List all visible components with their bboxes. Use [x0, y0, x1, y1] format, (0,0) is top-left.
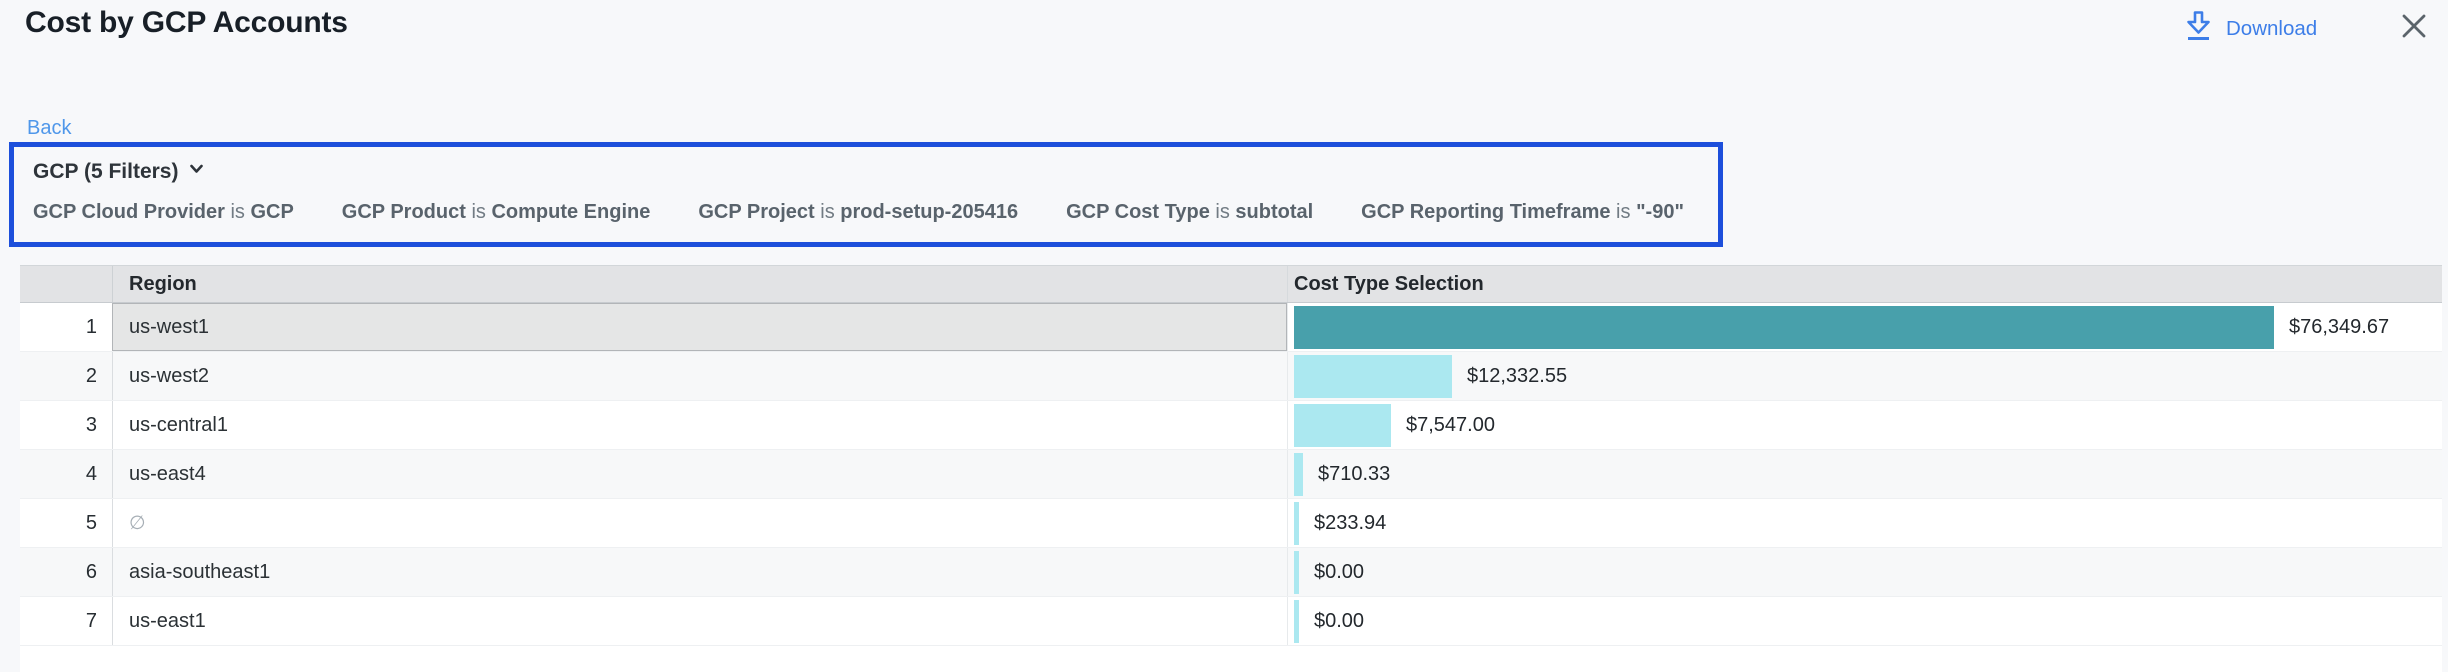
cost-table: Region Cost Type Selection 1 us-west1 $76,… — [20, 265, 2442, 672]
row-number-cell: 7 — [85, 609, 97, 632]
cost-value: $233.94 — [1314, 511, 1387, 534]
null-region-symbol: ∅ — [129, 512, 146, 534]
bar-cell[interactable]: $12,332.55 — [1287, 352, 2442, 400]
table-row: 2 us-west2 $12,332.55 — [20, 352, 2442, 401]
filter-group-toggle[interactable]: GCP (5 Filters) — [33, 159, 206, 184]
cost-value: $710.33 — [1318, 462, 1391, 485]
cost-value: $12,332.55 — [1467, 364, 1568, 387]
close-icon — [2401, 13, 2427, 44]
table-row: 7 us-east1 $0.00 — [20, 597, 2442, 646]
filter-chip-list: GCP Cloud Provider is GCP GCP Product is … — [33, 201, 1702, 224]
bar-cell[interactable]: $76,349.67 — [1287, 303, 2442, 351]
close-button[interactable] — [2398, 12, 2430, 44]
table-header-row: Region Cost Type Selection — [20, 265, 2442, 303]
table-body: 1 us-west1 $76,349.67 2 us-west2 $12,332.55 3 u… — [20, 303, 2442, 646]
page-title: Cost by GCP Accounts — [25, 6, 348, 39]
filter-group-box: GCP (5 Filters) GCP Cloud Provider is GC… — [9, 142, 1723, 247]
chevron-down-icon — [187, 159, 206, 184]
filter-connector: is — [1610, 201, 1637, 223]
filter-chip: GCP Cloud Provider is GCP — [33, 201, 294, 224]
region-cell[interactable]: asia-southeast1 — [112, 548, 1287, 596]
cost-value: $0.00 — [1314, 560, 1365, 583]
download-button[interactable]: Download — [2184, 10, 2317, 48]
cost-bar — [1294, 599, 1299, 643]
cost-bar — [1294, 550, 1299, 594]
table-row: 6 asia-southeast1 $0.00 — [20, 548, 2442, 597]
row-number-column-header — [20, 266, 112, 302]
filter-name: GCP Cost Type — [1066, 201, 1210, 223]
filter-value: prod-setup-205416 — [840, 201, 1019, 223]
cost-bar — [1294, 501, 1299, 545]
table-row: 3 us-central1 $7,547.00 — [20, 401, 2442, 450]
filter-connector: is — [814, 201, 841, 223]
bar-cell[interactable]: $7,547.00 — [1287, 401, 2442, 449]
region-column-header[interactable]: Region — [112, 266, 1287, 302]
row-number-cell: 2 — [85, 364, 97, 387]
cost-value: $0.00 — [1314, 609, 1365, 632]
filter-connector: is — [224, 201, 251, 223]
region-cell[interactable]: us-east1 — [112, 597, 1287, 645]
filter-name: GCP Project — [698, 201, 815, 223]
filter-chip: GCP Project is prod-setup-205416 — [698, 201, 1018, 224]
filter-value: GCP — [250, 201, 294, 223]
cost-value: $7,547.00 — [1406, 413, 1495, 436]
bar-cell[interactable]: $0.00 — [1287, 548, 2442, 596]
filter-name: GCP Product — [341, 201, 466, 223]
filter-value: "-90" — [1636, 201, 1684, 223]
filter-chip: GCP Cost Type is subtotal — [1066, 201, 1313, 224]
row-number-cell: 6 — [85, 560, 97, 583]
cost-bar — [1294, 452, 1303, 496]
table-row: 5 ∅ $233.94 — [20, 499, 2442, 548]
table-row: 1 us-west1 $76,349.67 — [20, 303, 2442, 352]
region-cell[interactable]: us-central1 — [112, 401, 1287, 449]
filter-connector: is — [465, 201, 492, 223]
row-number-cell: 5 — [85, 511, 97, 534]
cost-bar — [1294, 403, 1391, 447]
bar-cell[interactable]: $0.00 — [1287, 597, 2442, 645]
cost-bar — [1294, 354, 1452, 398]
row-number-cell: 3 — [85, 413, 97, 436]
back-link[interactable]: Back — [27, 117, 72, 139]
filter-connector: is — [1209, 201, 1236, 223]
region-cell[interactable]: us-east4 — [112, 450, 1287, 498]
filter-value: Compute Engine — [491, 201, 651, 223]
region-cell[interactable]: us-west1 — [112, 303, 1287, 351]
filter-name: GCP Reporting Timeframe — [1361, 201, 1611, 223]
table-row: 4 us-east4 $710.33 — [20, 450, 2442, 499]
region-cell[interactable]: us-west2 — [112, 352, 1287, 400]
region-cell[interactable]: ∅ — [112, 499, 1287, 547]
filter-value: subtotal — [1235, 201, 1314, 223]
filter-chip: GCP Product is Compute Engine — [342, 201, 651, 224]
row-number-cell: 1 — [85, 315, 97, 338]
cost-type-selection-column-header[interactable]: Cost Type Selection — [1287, 266, 2442, 302]
download-icon — [2184, 10, 2213, 48]
filter-group-label: GCP (5 Filters) — [33, 159, 179, 183]
filter-chip: GCP Reporting Timeframe is "-90" — [1361, 201, 1684, 224]
cost-bar — [1294, 305, 2274, 349]
cost-value: $76,349.67 — [2289, 315, 2390, 338]
filter-name: GCP Cloud Provider — [33, 201, 225, 223]
bar-cell[interactable]: $233.94 — [1287, 499, 2442, 547]
bar-cell[interactable]: $710.33 — [1287, 450, 2442, 498]
download-label: Download — [2226, 17, 2318, 40]
row-number-cell: 4 — [85, 462, 97, 485]
